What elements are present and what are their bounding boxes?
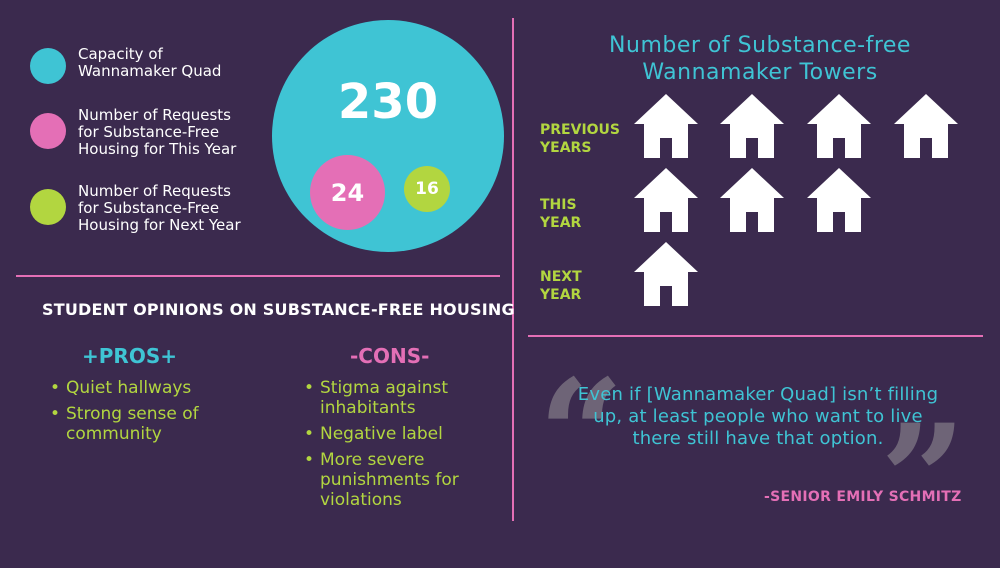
house-icon [632, 240, 700, 308]
list-item: Quiet hallways [50, 378, 220, 398]
teal-dot-icon [30, 48, 66, 84]
house-icon [892, 92, 960, 160]
house-icon [718, 166, 786, 234]
green-dot-icon [30, 189, 66, 225]
house-icon [718, 92, 786, 160]
list-item: Strong sense of community [50, 404, 220, 444]
row-label-previous-years: PREVIOUS YEARS [540, 122, 621, 156]
legend-label-this-year: Number of Requests for Substance-Free Ho… [78, 106, 237, 158]
legend-this-year: Number of Requests for Substance-Free Ho… [30, 107, 278, 158]
pros-title: +PROS+ [82, 344, 177, 368]
horizontal-divider-left [16, 275, 500, 277]
house-icon [805, 166, 873, 234]
quote-attribution: -SENIOR EMILY SCHMITZ [764, 489, 962, 505]
row-label-this-year: THIS YEAR [540, 197, 582, 231]
cons-list: Stigma against inhabitants Negative labe… [304, 378, 484, 516]
list-item: Stigma against inhabitants [304, 378, 484, 418]
close-quote-mark: ” [880, 392, 967, 568]
opinions-title: STUDENT OPINIONS ON SUBSTANCE-FREE HOUSI… [42, 300, 515, 319]
towers-title: Number of Substance-free Wannamaker Towe… [609, 33, 911, 85]
next-year-value: 16 [415, 179, 439, 199]
capacity-bubble: 230 [272, 20, 504, 252]
capacity-value: 230 [337, 74, 439, 130]
cons-title: -CONS- [350, 344, 430, 368]
legend-next-year: Number of Requests for Substance-Free Ho… [30, 183, 278, 234]
open-quote-mark: “ [538, 347, 625, 523]
this-year-value: 24 [330, 178, 365, 207]
next-year-bubble: 16 [404, 166, 450, 212]
legend-label-next-year: Number of Requests for Substance-Free Ho… [78, 182, 241, 234]
horizontal-divider-right [528, 335, 983, 337]
house-icon [632, 92, 700, 160]
legend-label-capacity: Capacity of Wannamaker Quad [78, 45, 222, 80]
house-icon [632, 166, 700, 234]
this-year-bubble: 24 [310, 155, 385, 230]
quote-text: Even if [Wannamaker Quad] isn’t filling … [577, 384, 939, 449]
legend-capacity: Capacity of Wannamaker Quad [30, 46, 278, 84]
list-item: Negative label [304, 424, 484, 444]
list-item: More severe punishments for violations [304, 450, 484, 510]
pink-dot-icon [30, 113, 66, 149]
house-icon [805, 92, 873, 160]
pros-list: Quiet hallways Strong sense of community [50, 378, 220, 450]
vertical-divider-left [512, 18, 514, 521]
row-label-next-year: NEXT YEAR [540, 269, 582, 303]
